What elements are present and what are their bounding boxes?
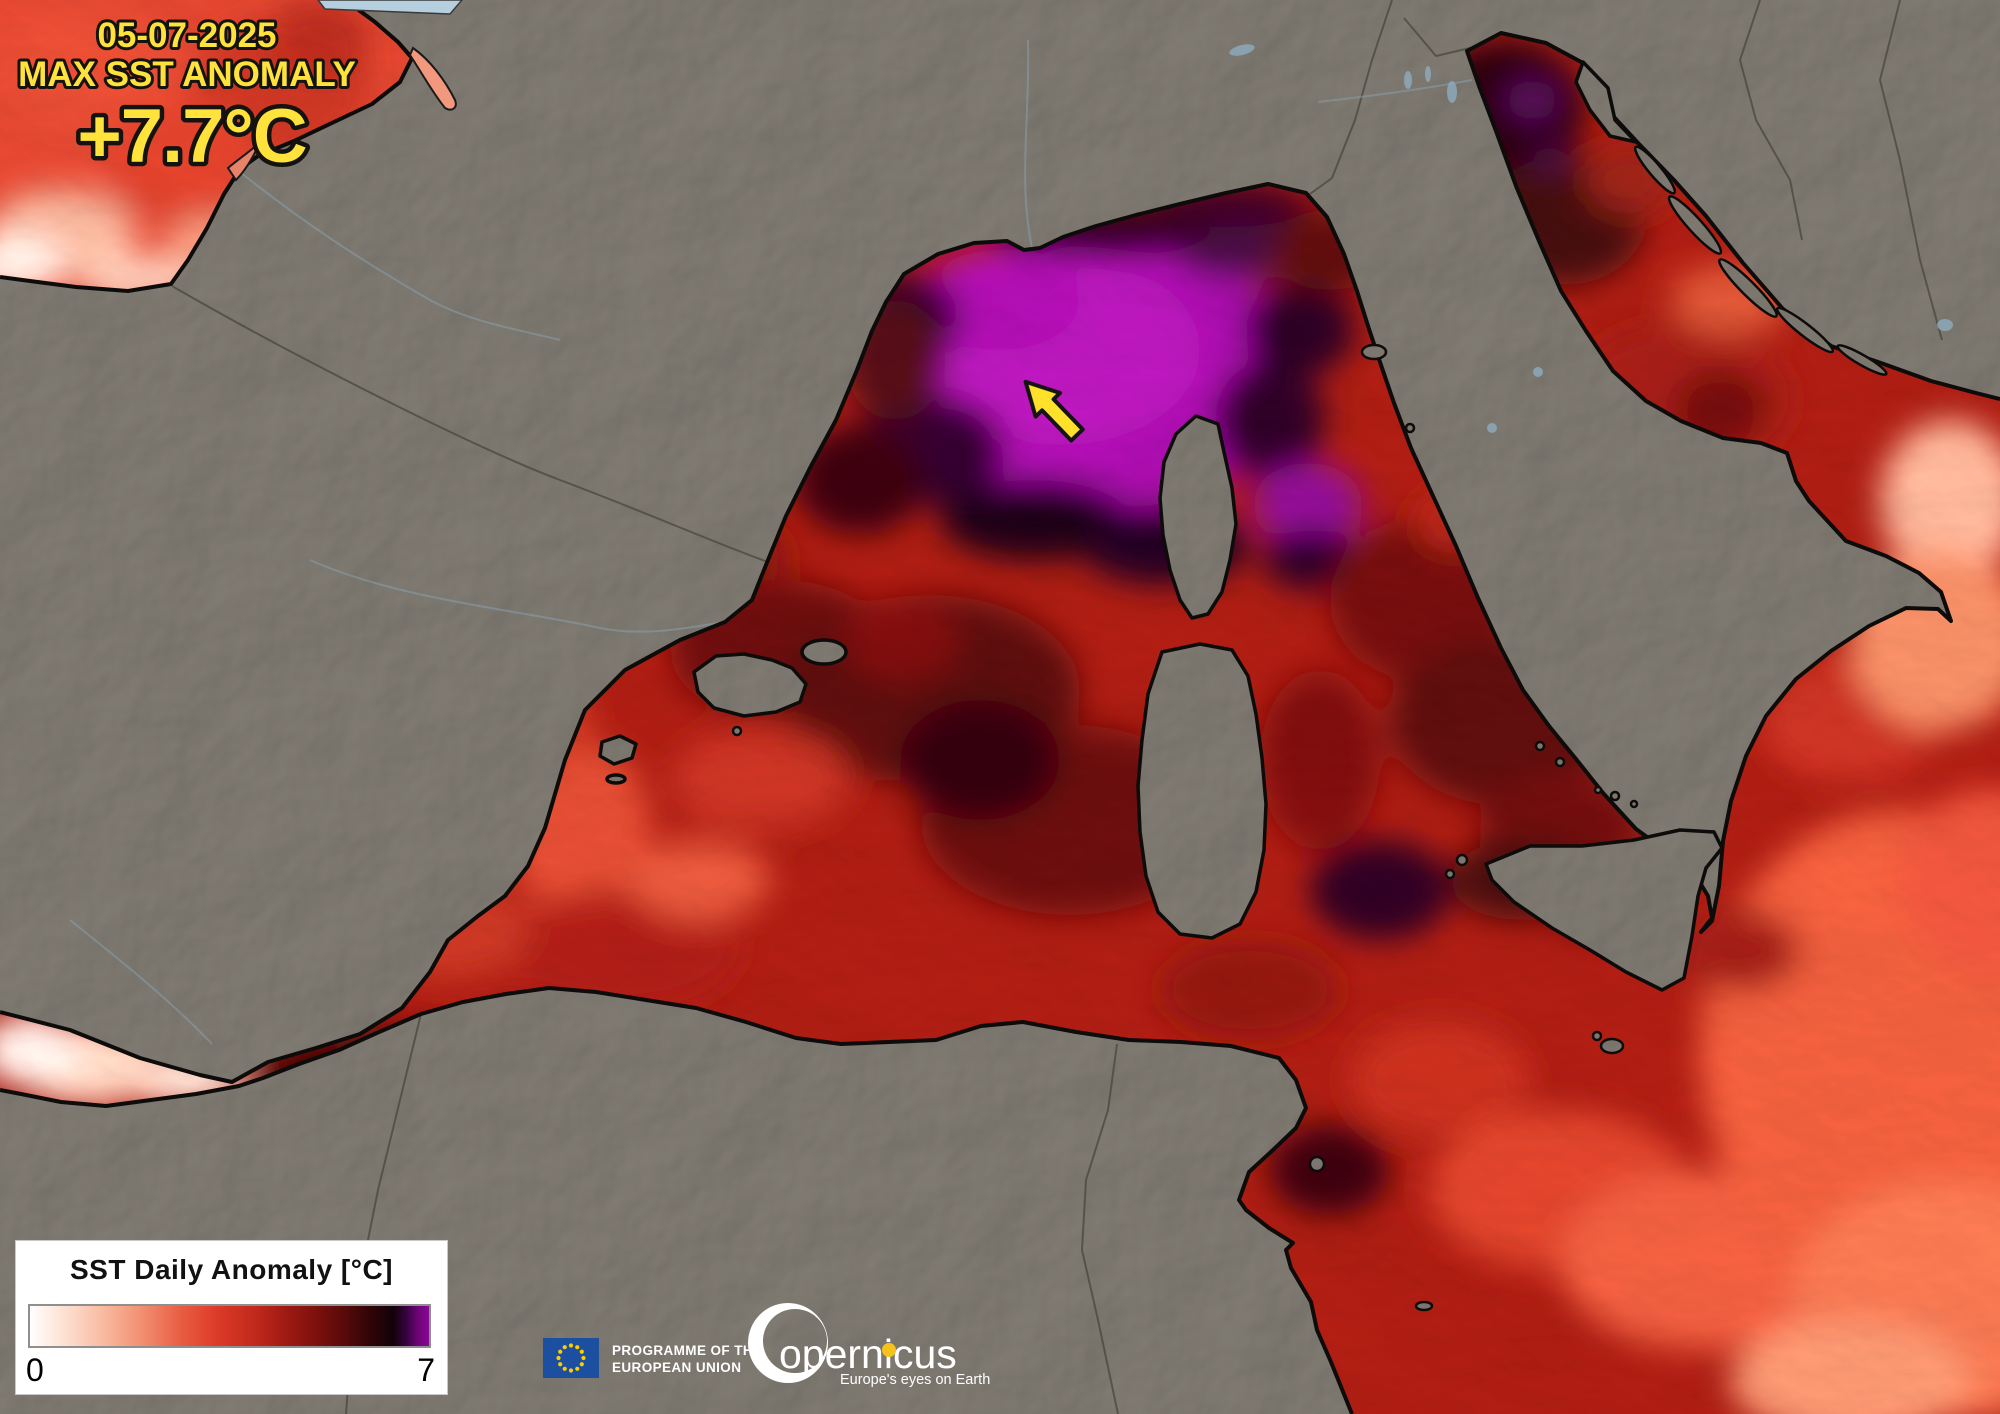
estuary [226,141,261,182]
programme-line1: PROGRAMME OF THE [612,1343,763,1358]
eu-programme-label: PROGRAMME OF THE EUROPEAN UNION [612,1342,762,1377]
sardinia-island [1136,642,1268,940]
sicily-island [1484,828,1724,992]
malta-island [1599,1037,1625,1055]
legend-max-label: 7 [417,1352,435,1388]
lakes [1229,44,1953,433]
rivers [69,39,1473,1045]
copernicus-earth-dot-icon [882,1343,896,1357]
small-islands [731,343,1639,1312]
menorca-island [800,638,848,666]
header-date: 05-07-2025 [97,16,276,55]
header-title: MAX SST ANOMALY [18,55,356,94]
programme-line2: EUROPEAN UNION [612,1360,742,1376]
islands [598,60,1888,1312]
mallorca-island [692,652,808,718]
ibiza-island [598,734,638,766]
istria-peninsula [1574,60,1638,144]
croatian-islands [1633,145,1888,376]
copernicus-tagline: Europe's eyes on Earth [840,1372,990,1388]
eu-flag [543,1338,599,1378]
copernicus-wordmark: opernicus [779,1331,957,1377]
legend-min-label: 0 [26,1352,44,1388]
max-anomaly-arrow [1023,379,1085,443]
eu-flag-stars [556,1343,586,1373]
estuary [408,46,457,111]
no-data-water [317,0,463,15]
legend-box: SST Daily Anomaly [°C] 0 7 [15,1240,448,1395]
copernicus-logo: opernicus Europe's eyes on Earth [748,1303,990,1388]
copernicus-crescent-icon [748,1303,828,1383]
corsica-island [1158,414,1238,620]
header-value: +7.7°C [77,94,306,179]
legend-title: SST Daily Anomaly [°C] [70,1254,393,1285]
legend-colorbar [28,1304,431,1348]
